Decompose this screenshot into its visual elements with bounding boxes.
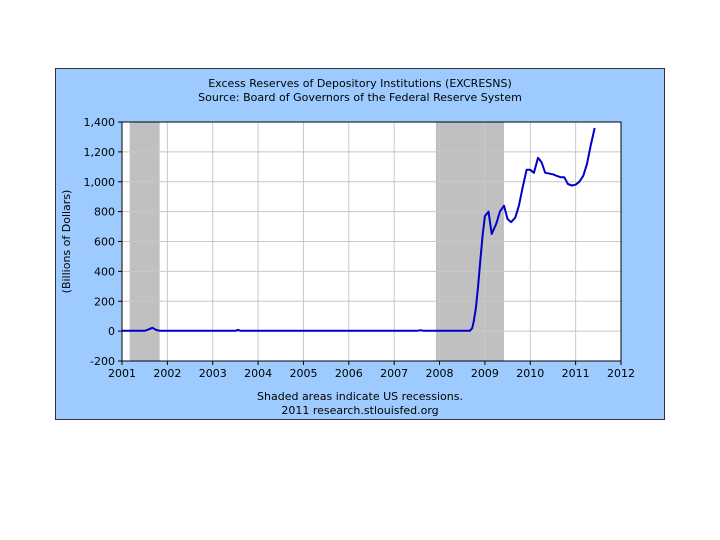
x-tick-label: 2002 [153,367,181,380]
x-tick-label: 2004 [244,367,272,380]
footnote-recessions: Shaded areas indicate US recessions. [257,390,463,403]
chart-title: Excess Reserves of Depository Institutio… [208,77,512,90]
x-tick-label: 2006 [335,367,363,380]
y-tick-label: 1,200 [84,146,116,159]
y-tick-label: 0 [108,325,115,338]
x-tick-label: 2010 [516,367,544,380]
y-tick-label: 1,400 [84,116,116,129]
x-tick-label: 2003 [199,367,227,380]
y-axis-label: (Billions of Dollars) [60,190,73,294]
y-tick-label: -200 [90,355,115,368]
footnote-source: 2011 research.stlouisfed.org [281,404,438,417]
grid-layer [122,122,621,361]
x-tick-label: 2009 [471,367,499,380]
y-tick-label: 800 [94,206,115,219]
x-tick-label: 2001 [108,367,136,380]
y-tick-label: 1,000 [84,176,116,189]
y-tick-label: 600 [94,236,115,249]
x-tick-label: 2008 [426,367,454,380]
series-line-0 [122,127,596,332]
y-tick-label: 400 [94,265,115,278]
chart-subtitle: Source: Board of Governors of the Federa… [198,91,522,104]
x-tick-label: 2005 [289,367,317,380]
axis-layer: 2001 2002 2003 2004 2005 2006 2007 2008 2009 2010… [84,116,636,380]
line-chart: Excess Reserves of Depository Institutio… [60,77,636,417]
y-tick-label: 200 [94,295,115,308]
x-tick-label: 2012 [607,367,635,380]
series-layer [122,127,596,332]
chart-panel: Excess Reserves of Depository Institutio… [55,68,665,420]
x-tick-label: 2007 [380,367,408,380]
x-tick-label: 2011 [562,367,590,380]
